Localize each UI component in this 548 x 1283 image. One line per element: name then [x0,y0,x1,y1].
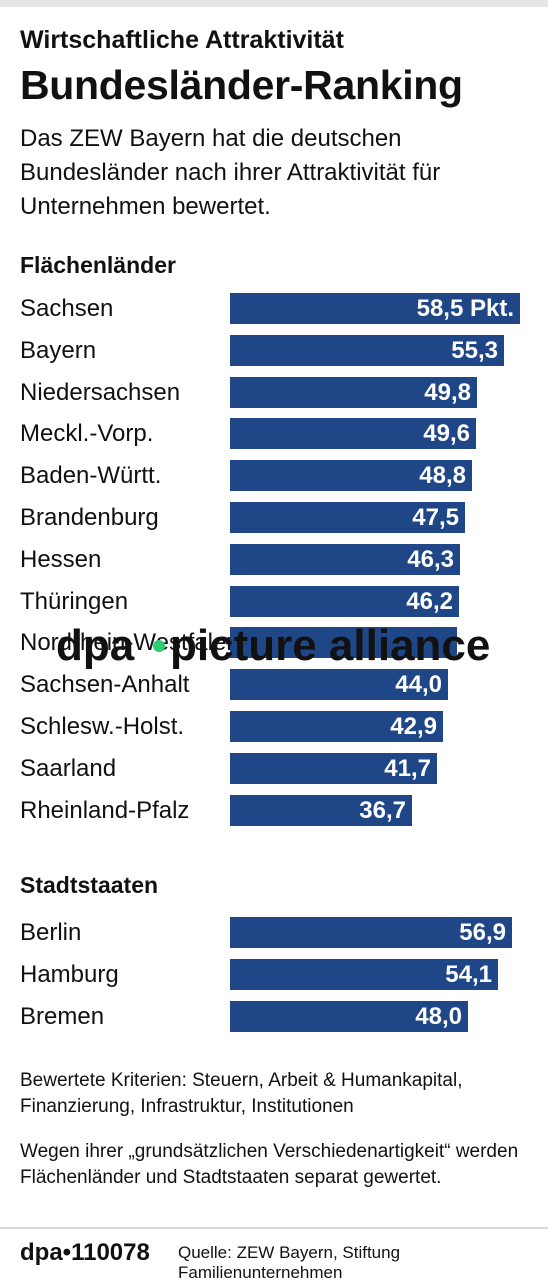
category-label: Berlin [20,919,82,946]
bar [230,586,459,617]
category-label: Thüringen [20,588,129,615]
section-title-1: Stadtstaaten [20,872,159,898]
bar-value-label: 48,0 [415,1003,462,1030]
bar [230,627,457,658]
bar [230,460,472,491]
criteria-note: Bewertete Kriterien: Steuern, Arbeit & H… [20,1070,463,1117]
category-label: Sachsen-Anhalt [20,671,190,698]
bar [230,502,465,533]
bar [230,917,512,948]
watermark-text-right: picture alliance [170,621,490,670]
category-label: Nordrhein-Westfalen [20,629,240,656]
category-label: Bremen [20,1003,105,1030]
category-label: Baden-Württ. [20,462,162,489]
category-label: Saarland [20,755,117,782]
bar [230,669,448,700]
bar [230,753,437,784]
category-label: Rheinland-Pfalz [20,797,190,824]
chart-kicker: Wirtschaftliche Attraktivität [20,26,344,54]
footer [0,1229,548,1280]
bar [230,959,498,990]
bar-value-label: 44,0 [395,671,442,698]
bar-value-label: 41,7 [384,755,431,782]
category-label: Bayern [20,337,97,364]
category-label: Schlesw.-Holst. [20,713,185,740]
bar-value-label: 49,8 [424,379,471,406]
bar [230,418,476,449]
chart-title: Bundesländer-Ranking [20,62,463,108]
bar [230,711,443,742]
category-label: Niedersachsen [20,379,181,406]
section-title-0: Flächenländer [20,252,176,278]
bar-value-label: 46,2 [406,588,453,615]
bar-value-label: 54,1 [445,961,492,988]
bar-value-label: 56,9 [459,919,506,946]
bar [230,544,460,575]
top-bar [0,0,548,7]
bar [230,377,477,408]
chart-intro: Das ZEW Bayern hat die deutschen Bundesl… [20,125,441,220]
source-note: Quelle: ZEW Bayern, Stiftung Familienunt… [178,1243,401,1282]
bar [230,293,520,324]
bar-value-label: 48,8 [419,462,466,489]
bar [230,335,504,366]
bar [230,1001,468,1032]
bar-value-label: 49,6 [423,420,470,447]
separation-note: Wegen ihrer „grundsätzlichen Verschieden… [20,1141,519,1188]
watermark-text-left: dpa [56,621,135,670]
bar [230,795,412,826]
category-label: Meckl.-Vorp. [20,420,154,447]
bar-value-label: 42,9 [390,713,437,740]
graphic-id: dpa•110078 [20,1239,150,1266]
category-label: Hessen [20,546,102,573]
category-label: Sachsen [20,295,114,322]
bar-value-label: 36,7 [359,797,406,824]
category-label: Hamburg [20,961,119,988]
bar-value-label: 47,5 [412,504,459,531]
footer-divider [0,1227,548,1229]
category-label: Brandenburg [20,504,159,531]
bar-value-label: 58,5 Pkt. [416,295,514,322]
watermark: dpa picture alliance [56,621,490,670]
watermark-dot [153,640,165,652]
bar-value-label: 55,3 [451,337,498,364]
bar-value-label: 46,3 [407,546,454,573]
